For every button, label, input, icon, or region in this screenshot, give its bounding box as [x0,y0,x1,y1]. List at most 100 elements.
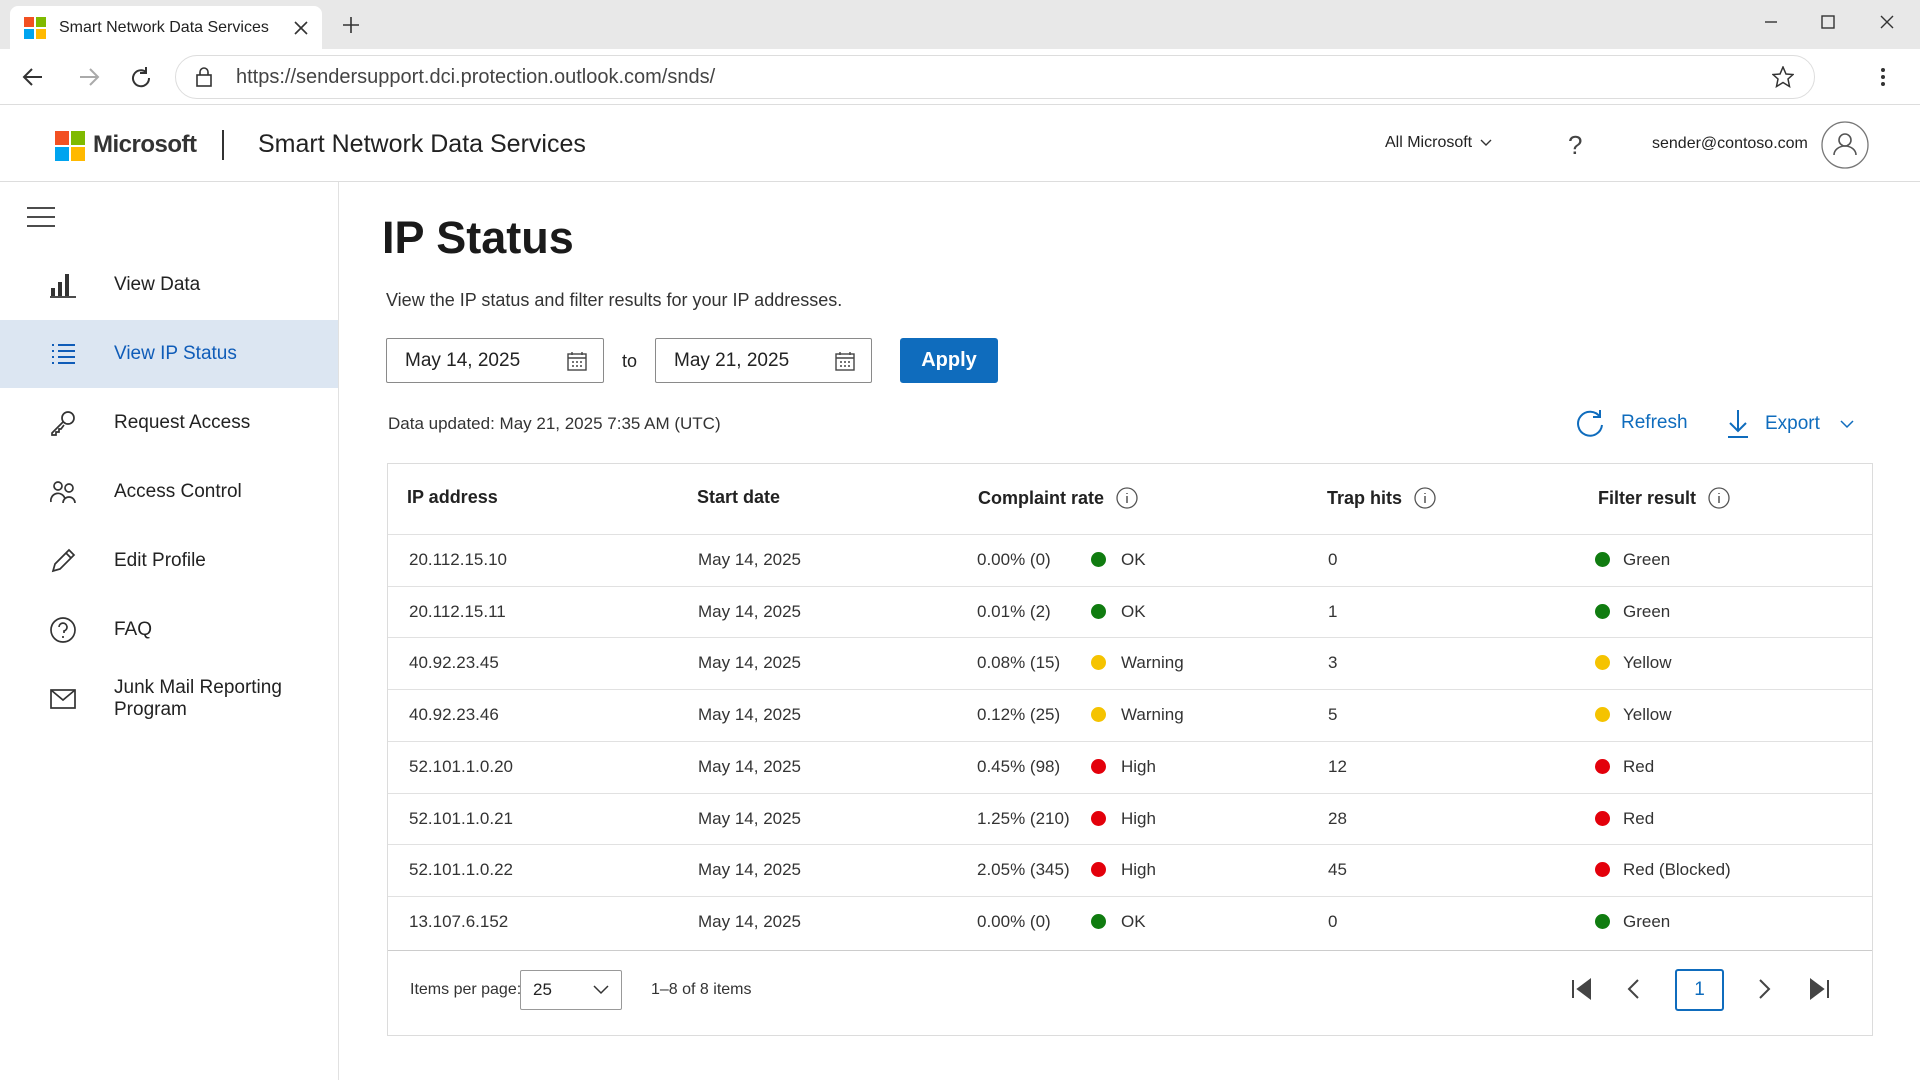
all-microsoft-menu[interactable]: All Microsoft [1385,134,1492,152]
chevron [1480,139,1492,146]
status-dot [1595,707,1610,723]
cell: 0 [1328,550,1338,569]
icon [51,411,75,436]
cell: 5 [1328,705,1338,725]
table-row [388,585,1872,638]
table [387,463,1873,1036]
column-label: Trap hits [1327,487,1403,508]
nav-item[interactable]: Access Control [0,458,338,526]
cell: 1 [1328,601,1338,621]
column-header: Trap hits [1327,487,1436,509]
status-dot [1595,810,1610,826]
icon [50,481,76,504]
date-from-value: May 14, 2025 [405,349,521,371]
cell: 2.05% (345) [977,860,1070,880]
tab-title: Smart Network Data Services [59,18,269,36]
avatar[interactable] [1821,121,1869,169]
info [1414,487,1436,509]
brand[interactable]: Microsoft [93,131,197,158]
status-dot [1091,758,1106,774]
date-to-value: May 21, 2025 [674,349,790,371]
cell: OK [1121,911,1146,931]
nav-item[interactable]: Junk Mail Reporting Program [0,665,338,733]
nav-item[interactable]: View Data [0,251,338,319]
window-controls[interactable] [1762,12,1902,32]
nav-item[interactable]: Request Access [0,389,338,457]
export-button[interactable]: Export [1727,409,1854,439]
info-icon[interactable] [1708,487,1730,509]
refresh-button[interactable]: Refresh [1575,408,1688,438]
status-dot [1091,655,1106,671]
cell: Red [1623,808,1655,828]
next-page[interactable] [1758,978,1772,1000]
cell: May 14, 2025 [698,756,802,776]
cell: 3 [1328,653,1338,673]
date-to[interactable]: May 21, 2025 [655,338,872,383]
last-page[interactable] [1807,978,1831,1000]
cell: May 14, 2025 [698,911,802,931]
table-row [388,637,1872,689]
browser-tab[interactable]: Smart Network Data Services [10,6,322,49]
export-label: Export [1765,413,1820,434]
to-label: to [622,351,638,371]
column-label: Complaint rate [978,487,1105,508]
date-from[interactable]: May 14, 2025 [386,338,604,383]
description: View the IP status and filter results fo… [386,290,843,310]
column-header: Complaint rate [978,487,1138,509]
cell: May 14, 2025 [698,550,802,569]
lock-icon [196,67,212,87]
table-row [388,689,1872,741]
cell: High [1121,756,1156,776]
favicon [24,16,46,39]
info-icon[interactable] [1414,487,1436,509]
current-page[interactable]: 1 [1675,969,1724,1011]
table-row [388,740,1872,793]
new-tab[interactable] [343,17,359,33]
table-row [388,844,1872,896]
sidebar-border [338,182,339,1080]
nav-item[interactable]: Edit Profile [0,527,338,595]
cell: 0.01% (2) [977,601,1051,621]
prev-page[interactable] [1626,978,1640,1000]
bookmark-star[interactable] [1772,66,1794,88]
status-dot [1595,603,1610,619]
tab-close[interactable] [294,20,308,35]
data-updated: Data updated: May 21, 2025 7:35 AM (UTC) [388,414,721,433]
chevron [593,985,609,995]
nav-label: Junk Mail Reporting Program [114,677,282,720]
cell: May 14, 2025 [698,705,802,725]
cell: Green [1623,911,1671,931]
first-page[interactable] [1570,978,1594,1000]
browser-menu[interactable] [1880,67,1886,87]
app-title[interactable]: Smart Network Data Services [258,130,586,158]
address-bar [0,49,1920,105]
info [1708,487,1730,509]
cell: Warning [1121,653,1184,673]
page-title: IP Status [382,212,574,263]
nav-buttons[interactable] [22,66,152,88]
url-box[interactable]: https://sendersupport.dci.protection.out… [175,55,1815,99]
calendar-icon [567,351,587,371]
nav-item[interactable]: FAQ [0,596,338,664]
cell: Green [1623,550,1671,569]
status-dot [1595,655,1610,671]
cell: Yellow [1623,705,1672,725]
hamburger[interactable] [27,206,55,228]
cell: 1.25% (210) [977,808,1070,828]
status-dot [1595,552,1610,567]
help[interactable]: ? [1568,130,1583,160]
export-icon [1728,410,1748,438]
cell: 12 [1328,756,1347,776]
info [1116,487,1138,509]
column-header: Filter result [1598,487,1730,509]
nav-label: Request Access [114,412,251,433]
items-per-page-select[interactable]: 25 [520,970,622,1010]
column-header: Start date [697,487,780,508]
status-dot [1595,913,1610,929]
range: 1–8 of 8 items [651,981,752,998]
apply-button[interactable]: Apply [900,338,998,383]
info-icon[interactable] [1116,487,1138,509]
nav-item[interactable]: View IP Status [0,320,338,388]
cell: 28 [1328,808,1347,828]
refresh-icon [1577,410,1603,437]
